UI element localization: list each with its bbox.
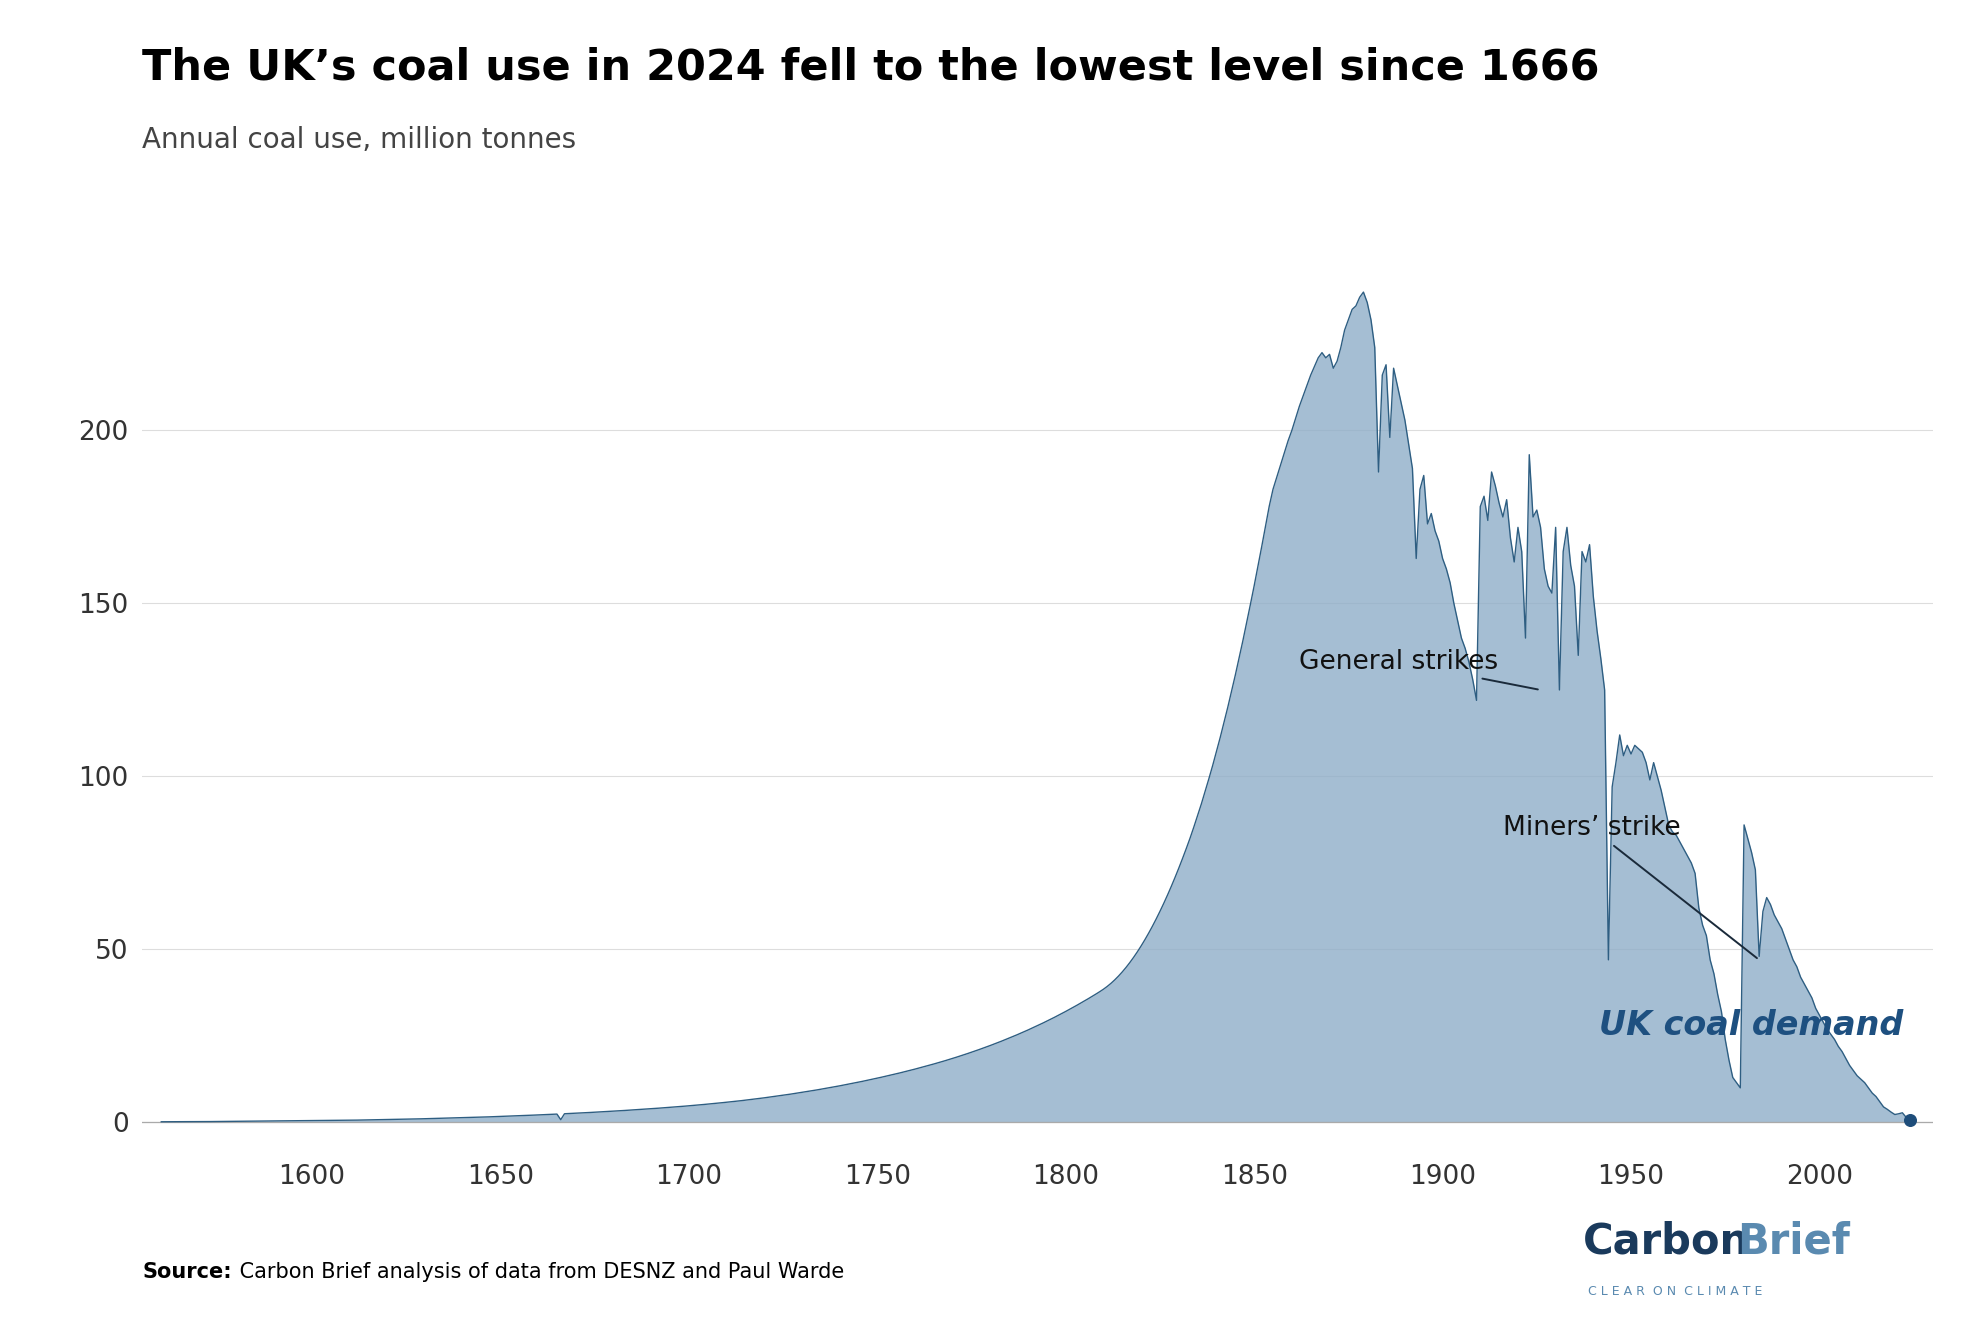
Text: General strikes: General strikes: [1300, 649, 1537, 690]
Text: C L E A R  O N  C L I M A T E: C L E A R O N C L I M A T E: [1588, 1285, 1762, 1298]
Text: UK coal demand: UK coal demand: [1600, 1009, 1903, 1042]
Point: [1895, 1109, 1927, 1130]
Text: Miners’ strike: Miners’ strike: [1503, 816, 1756, 958]
Text: The UK’s coal use in 2024 fell to the lowest level since 1666: The UK’s coal use in 2024 fell to the lo…: [142, 46, 1600, 89]
Text: Annual coal use, million tonnes: Annual coal use, million tonnes: [142, 126, 576, 153]
Text: Brief: Brief: [1737, 1220, 1849, 1263]
Text: Carbon Brief analysis of data from DESNZ and Paul Warde: Carbon Brief analysis of data from DESNZ…: [233, 1263, 845, 1282]
Text: Carbon: Carbon: [1582, 1220, 1749, 1263]
Text: Source:: Source:: [142, 1263, 231, 1282]
